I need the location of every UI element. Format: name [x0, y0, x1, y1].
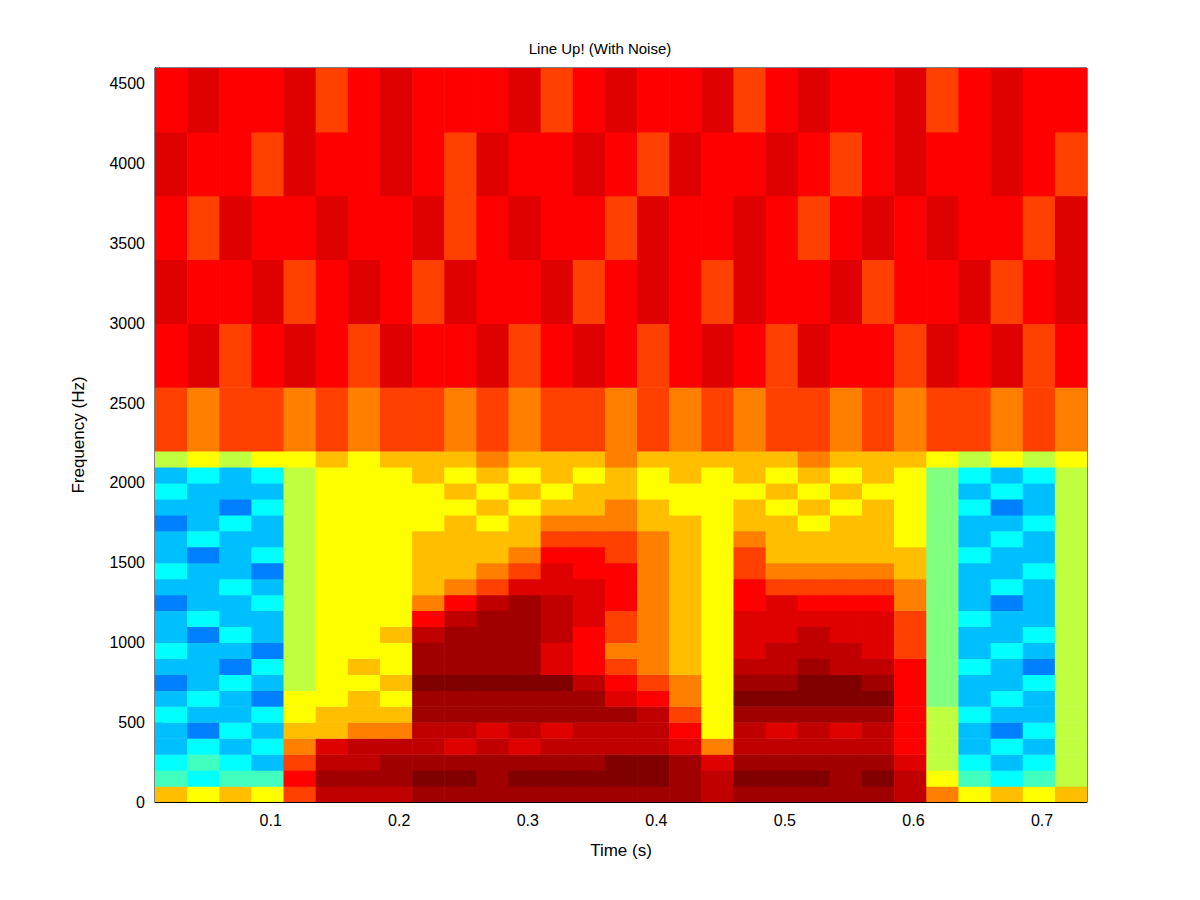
svg-text:Time (s): Time (s): [590, 841, 652, 860]
svg-text:0.1: 0.1: [260, 812, 282, 829]
svg-text:0.7: 0.7: [1031, 812, 1053, 829]
svg-text:2000: 2000: [109, 474, 145, 491]
svg-text:3000: 3000: [109, 315, 145, 332]
svg-text:0: 0: [136, 794, 145, 811]
svg-text:2500: 2500: [109, 395, 145, 412]
svg-text:0.3: 0.3: [517, 812, 539, 829]
svg-text:0.5: 0.5: [774, 812, 796, 829]
svg-text:4500: 4500: [109, 75, 145, 92]
svg-text:0.2: 0.2: [388, 812, 410, 829]
svg-text:0.4: 0.4: [645, 812, 667, 829]
svg-text:500: 500: [118, 714, 145, 731]
svg-text:Frequency (Hz): Frequency (Hz): [69, 376, 88, 493]
svg-text:0.6: 0.6: [902, 812, 924, 829]
svg-text:Line Up! (With Noise): Line Up! (With Noise): [529, 40, 672, 57]
svg-text:4000: 4000: [109, 155, 145, 172]
svg-text:1000: 1000: [109, 634, 145, 651]
svg-text:1500: 1500: [109, 554, 145, 571]
svg-text:3500: 3500: [109, 235, 145, 252]
